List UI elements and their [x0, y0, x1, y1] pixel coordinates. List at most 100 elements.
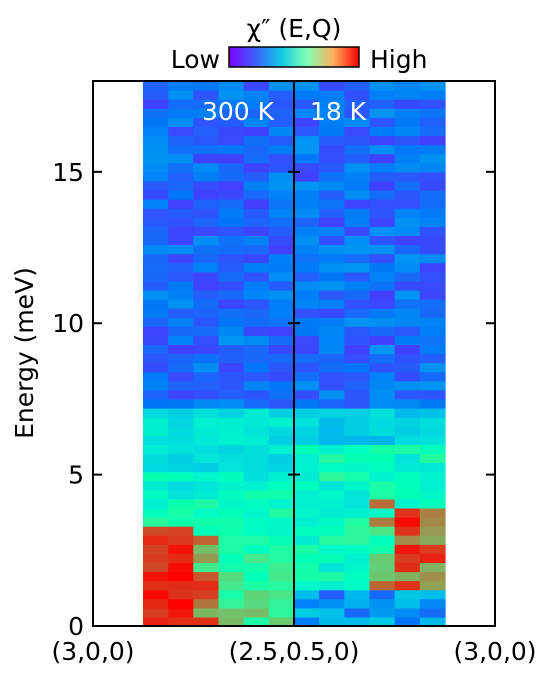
- heatmap-cell: [369, 171, 396, 182]
- heatmap-cell: [319, 108, 345, 118]
- heatmap-cell: [344, 199, 371, 209]
- heatmap-cell: [168, 99, 194, 109]
- heatmap-cell: [243, 208, 270, 218]
- heatmap-cell: [193, 562, 220, 573]
- heatmap-cell: [344, 217, 371, 227]
- heatmap-cell: [268, 235, 295, 246]
- heatmap-cell: [344, 108, 371, 118]
- heatmap-cell: [168, 226, 194, 237]
- heatmap-cell: [344, 598, 371, 609]
- heatmap-cell: [294, 262, 320, 273]
- heatmap-cell: [218, 426, 245, 436]
- heatmap-cell: [193, 289, 220, 300]
- heatmap-cell: [294, 553, 320, 564]
- heatmap-cell: [369, 489, 396, 500]
- heatmap-cell: [369, 553, 396, 564]
- heatmap-cell: [344, 417, 371, 427]
- heatmap-cell: [319, 535, 345, 545]
- heatmap-cell: [294, 344, 320, 355]
- heatmap-cell: [193, 335, 220, 346]
- heatmap-cell: [394, 235, 421, 246]
- heatmap-cell: [168, 271, 194, 282]
- heatmap-cell: [243, 235, 270, 246]
- heatmap-cell: [369, 398, 396, 409]
- heatmap-cell: [143, 435, 169, 445]
- heatmap-cell: [168, 353, 194, 364]
- heatmap-cell: [168, 244, 194, 255]
- heatmap-cell: [394, 553, 421, 564]
- heatmap-cell: [168, 526, 194, 536]
- heatmap-cell: [394, 162, 421, 173]
- heatmap-cell: [344, 244, 371, 255]
- heatmap-cell: [319, 171, 345, 182]
- heatmap-cell: [344, 344, 371, 355]
- heatmap-cell: [218, 526, 245, 536]
- heatmap-cell: [394, 280, 421, 291]
- heatmap-cell: [344, 562, 371, 573]
- heatmap-cell: [419, 453, 446, 464]
- heatmap-cell: [419, 507, 446, 518]
- heatmap-cell: [268, 153, 295, 164]
- heatmap-cell: [369, 389, 396, 400]
- heatmap-cell: [193, 108, 220, 118]
- heatmap-cell: [294, 480, 320, 491]
- heatmap-cell: [243, 262, 270, 273]
- heatmap-cell: [143, 526, 169, 536]
- heatmap-cell: [193, 262, 220, 273]
- heatmap-cell: [294, 408, 320, 418]
- heatmap-cell: [243, 435, 270, 445]
- heatmap-cell: [344, 571, 371, 582]
- heatmap-cell: [243, 135, 270, 146]
- colorbar-high-label: High: [370, 45, 427, 74]
- heatmap-cell: [394, 598, 421, 609]
- heatmap-cell: [168, 616, 194, 626]
- heatmap-cell: [218, 417, 245, 427]
- heatmap-cell: [394, 308, 421, 318]
- heatmap-cell: [193, 507, 220, 518]
- heatmap-cell: [268, 117, 295, 128]
- heatmap-cell: [193, 180, 220, 191]
- heatmap-cell: [218, 208, 245, 218]
- heatmap-cell: [243, 90, 270, 100]
- heatmap-cell: [218, 389, 245, 400]
- heatmap-cell: [218, 462, 245, 473]
- heatmap-cell: [193, 235, 220, 246]
- heatmap-cell: [344, 362, 371, 373]
- heatmap-cell: [294, 471, 320, 482]
- heatmap-cell: [268, 598, 295, 609]
- heatmap-cell: [294, 199, 320, 209]
- heatmap-cell: [268, 408, 295, 418]
- heatmap-cell: [243, 607, 270, 618]
- heatmap-cell: [143, 571, 169, 582]
- heatmap-cell: [344, 408, 371, 418]
- heatmap-cell: [419, 553, 446, 564]
- heatmap-cell: [268, 580, 295, 591]
- heatmap-cell: [143, 489, 169, 500]
- heatmap-cell: [243, 162, 270, 173]
- heatmap-cell: [143, 144, 169, 155]
- heatmap-cell: [243, 589, 270, 600]
- heatmap-cell: [218, 217, 245, 227]
- heatmap-cell: [294, 526, 320, 536]
- heatmap-cell: [394, 171, 421, 182]
- heatmap-cell: [294, 117, 320, 128]
- heatmap-cell: [419, 362, 446, 373]
- heatmap-cell: [319, 90, 345, 100]
- heatmap-cell: [168, 144, 194, 155]
- heatmap-cell: [243, 271, 270, 282]
- heatmap-cell: [143, 253, 169, 264]
- heatmap-cell: [369, 535, 396, 545]
- heatmap-cell: [319, 589, 345, 600]
- heatmap-cell: [419, 117, 446, 128]
- heatmap-cell: [419, 562, 446, 573]
- heatmap-cell: [344, 453, 371, 464]
- heatmap-cell: [218, 262, 245, 273]
- heatmap-cell: [193, 417, 220, 427]
- heatmap-cell: [394, 562, 421, 573]
- heatmap-cell: [294, 453, 320, 464]
- heatmap-cell: [268, 526, 295, 536]
- heatmap-cell: [218, 371, 245, 382]
- heatmap-cell: [294, 607, 320, 618]
- heatmap-cell: [344, 589, 371, 600]
- heatmap-cell: [218, 299, 245, 309]
